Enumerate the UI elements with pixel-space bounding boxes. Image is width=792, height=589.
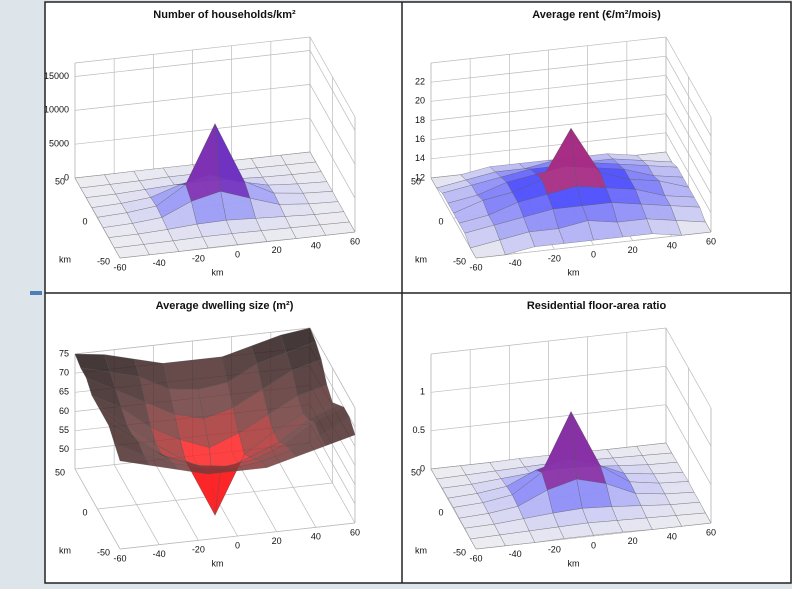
x-tick-label: -60 [113,262,126,272]
surface-cell [611,505,647,521]
y-tick-label: 50 [55,176,65,186]
panel-title: Number of households/km² [153,9,296,21]
x-tick-label: -20 [192,545,205,555]
z-tick-label: 65 [59,387,69,397]
z-tick-label: 0 [64,172,69,182]
y-tick-label: 50 [55,467,65,477]
x-tick-label: 0 [235,540,240,550]
y-tick-label: -50 [453,547,466,557]
surface-cell [576,186,612,206]
x-tick-label: -60 [469,262,482,272]
y-tick-label: -50 [453,256,466,266]
x-tick-label: 20 [628,536,638,546]
side-marker [30,291,42,295]
x-tick-label: 20 [272,245,282,255]
x-tick-label: 60 [706,527,716,537]
z-tick-label: 1 [420,387,425,397]
y-tick-label: -50 [97,547,110,557]
x-tick-label: -20 [548,254,561,264]
y-grid-line [119,522,356,550]
y-axis-label: km [415,254,427,264]
surface-cell [162,360,199,390]
y-tick-label: -50 [97,256,110,266]
z-tick-label: 20 [415,96,425,106]
x-tick-label: 0 [591,540,596,550]
surface-cell [114,244,150,259]
y-grid-line [475,231,712,259]
z-tick-label: 10000 [44,105,69,115]
z-tick-label: 12 [415,172,425,182]
surface-cell [629,481,666,495]
z-tick-label: 5000 [49,139,69,149]
z-tick-label: 16 [415,134,425,144]
surface-cell [611,202,647,223]
z-tick-label: 0 [420,463,425,473]
x-tick-label: 60 [350,236,360,246]
x-tick-label: 0 [591,249,596,259]
surface-cell [658,481,695,495]
x-axis-label: km [212,267,224,277]
x-tick-label: 40 [667,532,677,542]
x-tick-label: 0 [235,249,240,259]
panel-title: Average dwelling size (m²) [156,300,294,312]
z-tick-label: 60 [59,406,69,416]
surface-cell [635,493,671,506]
x-tick-label: 60 [350,527,360,537]
surface-cell [528,228,565,247]
z-tick-label: 75 [59,348,69,358]
surface-cell [470,534,506,550]
x-tick-label: -60 [113,553,126,563]
surface-cell [617,517,653,533]
x-tick-label: -40 [509,258,522,268]
y-tick-label: 0 [438,507,443,517]
z-tick-label: 70 [59,368,69,378]
z-tick-label: 15000 [44,71,69,81]
y-axis-label: km [59,545,71,555]
y-tick-label: 50 [411,467,421,477]
y-axis-label: km [415,545,427,555]
x-tick-label: 40 [311,532,321,542]
surface-cell [587,220,624,241]
x-tick-label: -40 [153,549,166,559]
y-tick-label: 0 [438,216,443,226]
panel-title: Average rent (€/m²/mois) [532,9,661,21]
x-axis-label: km [568,267,580,277]
z-tick-label: 55 [59,425,69,435]
x-tick-label: 40 [667,241,677,251]
y-tick-label: 0 [82,507,87,517]
surface-cell [617,218,653,238]
z-tick-label: 0.5 [412,425,425,435]
x-tick-label: -40 [509,549,522,559]
x-axis-label: km [568,558,580,568]
surface-cell [653,472,689,484]
z-tick-label: 18 [415,115,425,125]
surface-cell [267,183,304,194]
x-tick-label: 40 [311,241,321,251]
surface-cell [297,181,333,194]
z-tick-label: 22 [415,77,425,87]
x-tick-label: -60 [469,553,482,563]
surface-cell [279,203,315,217]
x-tick-label: -20 [548,545,561,555]
surface-cell [273,192,309,205]
z-tick-label: 14 [415,153,425,163]
surface-cell [582,506,618,524]
surface-cell [618,464,654,475]
x-tick-label: 20 [628,245,638,255]
x-tick-label: 20 [272,536,282,546]
panel-title: Residential floor-area ratio [527,300,667,312]
y-tick-label: 50 [411,176,421,186]
z-tick-label: 50 [59,444,69,454]
x-axis-label: km [212,558,224,568]
y-tick-label: 0 [82,216,87,226]
surface-cell [470,239,506,259]
x-tick-label: 60 [706,236,716,246]
surface-cell [114,442,150,466]
x-tick-label: -20 [192,254,205,264]
x-tick-label: -40 [153,258,166,268]
y-axis-label: km [59,254,71,264]
